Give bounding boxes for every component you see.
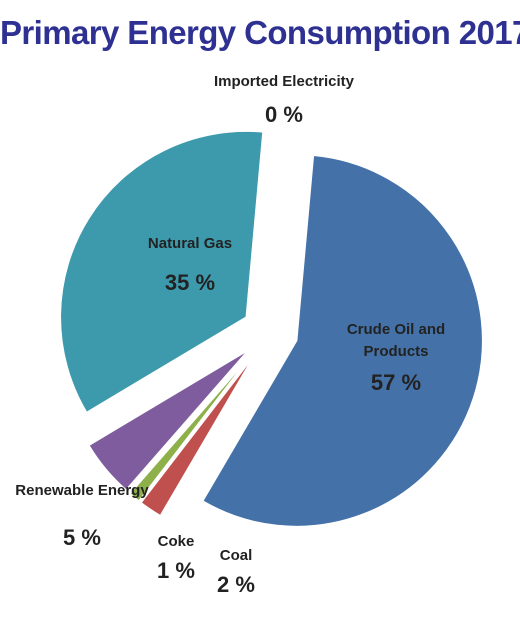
pie-labels: Crude Oil and Products 57 % Coal 2 % Coke 1 % R… — [15, 73, 445, 597]
pie-slices — [59, 118, 484, 528]
slice-value-natural-gas: 35 % — [165, 270, 215, 295]
slice-value-crude-oil-and-products: 57 % — [371, 370, 421, 395]
pie-slice-coal — [139, 354, 256, 517]
slice-label-natural-gas: Natural Gas — [148, 235, 232, 252]
slice-value-coal: 2 % — [217, 572, 255, 597]
slice-label-crude-oil-and-products: Crude Oil and — [347, 321, 445, 338]
pie-slice-imported-electricity — [271, 118, 291, 305]
slice-label-renewable-energy: Renewable Energy — [15, 482, 149, 499]
pie-slice-natural-gas — [59, 130, 264, 414]
slice-label-crude-oil-and-products: Products — [363, 343, 428, 360]
slice-value-coke: 1 % — [157, 558, 195, 583]
slice-label-coal: Coal — [220, 547, 253, 564]
pie-slice-renewable-energy — [87, 349, 250, 492]
slice-value-renewable-energy: 5 % — [63, 525, 101, 550]
slice-label-imported-electricity: Imported Electricity — [214, 73, 355, 90]
slice-label-coke: Coke — [158, 533, 195, 550]
pie-slice-crude-oil-and-products — [201, 154, 484, 528]
chart-title: Primary Energy Consumption 2017 — [0, 14, 520, 51]
pie-slice-coke — [128, 353, 253, 503]
slice-value-imported-electricity: 0 % — [265, 102, 303, 127]
